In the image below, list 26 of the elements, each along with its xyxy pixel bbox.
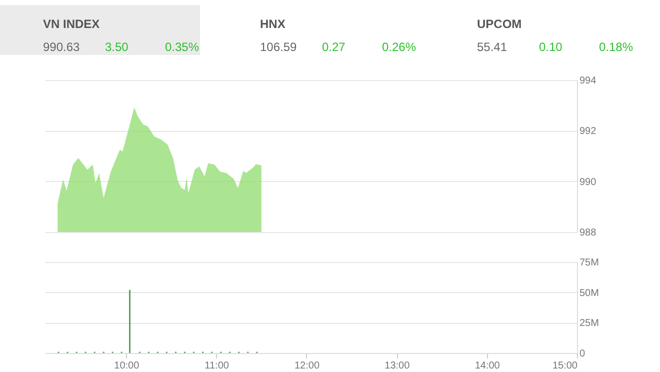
y-tick-label: 75M [580, 258, 599, 268]
x-tick-label: 13:00 [384, 360, 410, 372]
text: 106.59 [260, 40, 298, 54]
y-tick-label: 25M [580, 318, 599, 330]
x-tick-label: 12:00 [294, 360, 320, 372]
y-tick-label: 988 [580, 228, 597, 238]
text: 55.41 [477, 40, 508, 54]
x-tick-label: 11:00 [204, 360, 230, 372]
x-tick-label: 15:00 [552, 360, 578, 372]
y-tick-label: 990 [580, 176, 597, 188]
text: 990.63 [43, 40, 80, 54]
x-tick-label: 14:00 [474, 360, 500, 372]
y-tick-label: 994 [580, 76, 597, 86]
y-tick-label: 50M [580, 288, 599, 299]
text: VN INDEX [43, 17, 100, 31]
x-tick-label: 10:00 [114, 360, 140, 372]
y-tick-label: 992 [580, 126, 597, 138]
text: UPCOM [477, 17, 522, 31]
text: HNX [260, 17, 286, 31]
text: 0.10 [539, 40, 563, 54]
text: 0.27 [322, 40, 346, 54]
text: 3.50 [105, 40, 129, 54]
text: 0.35% [165, 40, 200, 54]
y-tick-label: 0 [580, 348, 586, 360]
text: 0.18% [599, 40, 634, 54]
text: 0.26% [382, 40, 416, 54]
